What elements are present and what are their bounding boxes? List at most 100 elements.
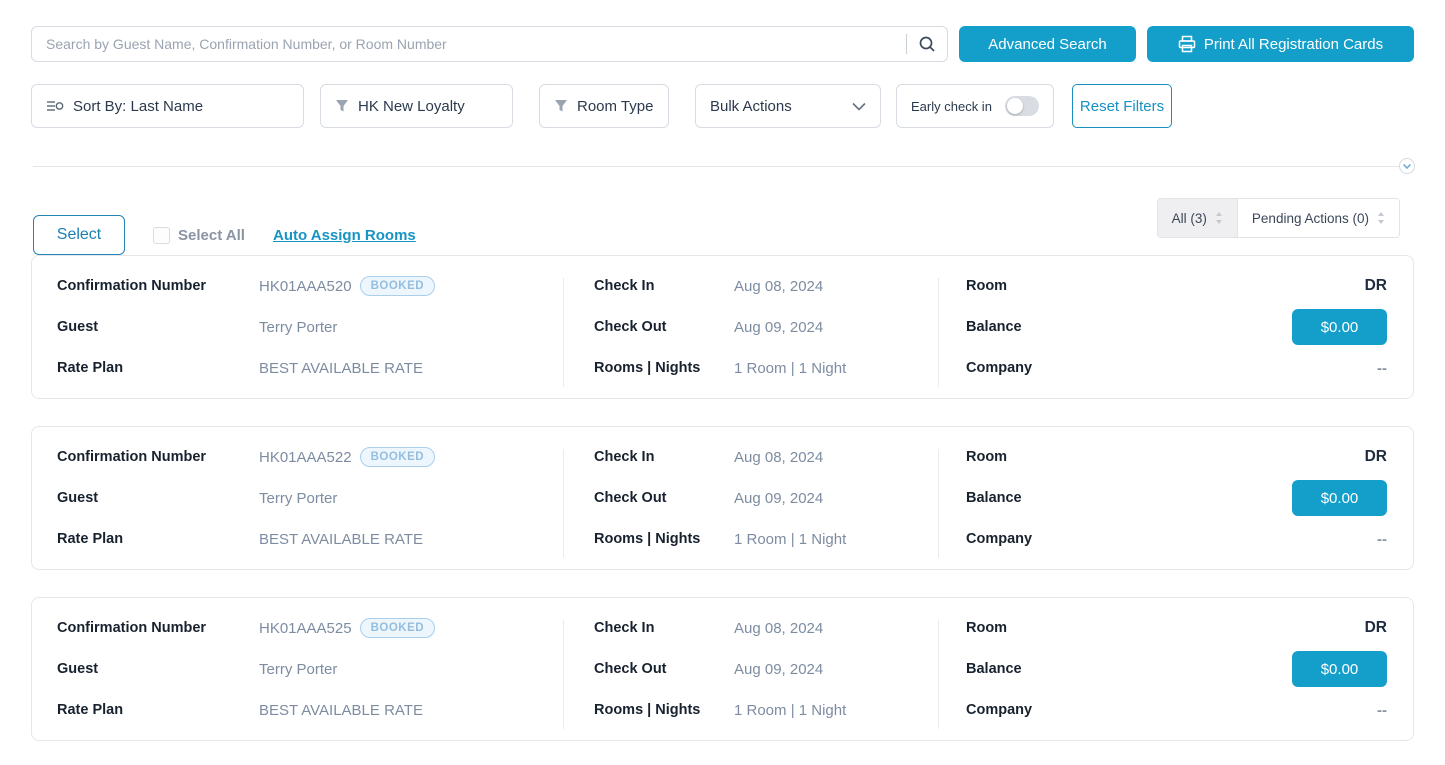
- company-value: --: [1377, 530, 1387, 548]
- rooms-nights-label: Rooms | Nights: [594, 360, 701, 376]
- funnel-icon: [335, 99, 349, 113]
- select-all-label: Select All: [178, 226, 245, 244]
- card-column-right: Room DR Balance $0.00 Company --: [939, 598, 1413, 740]
- rate-plan-value: BEST AVAILABLE RATE: [259, 359, 423, 377]
- toggle-knob: [1007, 98, 1023, 114]
- room-value: DR: [1364, 619, 1387, 636]
- search-divider: [906, 34, 907, 54]
- guest-label: Guest: [57, 319, 99, 335]
- guest-value: Terry Porter: [259, 318, 338, 336]
- top-bar: Advanced Search Print All Registration C…: [31, 0, 1414, 62]
- company-label: Company: [966, 531, 1033, 547]
- room-label: Room: [966, 620, 1008, 636]
- guest-value: Terry Porter: [259, 489, 338, 507]
- rate-plan-label: Rate Plan: [57, 531, 124, 547]
- search-input[interactable]: [46, 36, 896, 52]
- balance-label: Balance: [966, 490, 1022, 506]
- collapse-chevron-button[interactable]: [1399, 158, 1415, 174]
- chevron-down-icon: [1403, 163, 1411, 169]
- select-button[interactable]: Select: [33, 215, 125, 255]
- status-badge: BOOKED: [359, 618, 436, 638]
- check-out-value: Aug 09, 2024: [734, 660, 824, 678]
- confirmation-number-value: HK01AAA522: [259, 448, 352, 466]
- tab-group: All (3) Pending Actions (0): [1156, 198, 1400, 238]
- check-out-value: Aug 09, 2024: [734, 318, 824, 336]
- print-all-label: Print All Registration Cards: [1203, 35, 1384, 53]
- chevron-down-icon: [852, 102, 866, 111]
- hk-loyalty-filter[interactable]: HK New Loyalty: [320, 84, 513, 128]
- balance-button[interactable]: $0.00: [1292, 480, 1387, 516]
- rate-plan-label: Rate Plan: [57, 702, 124, 718]
- select-group: Select Select All Auto Assign Rooms: [33, 215, 416, 255]
- check-in-label: Check In: [594, 278, 655, 294]
- balance-button[interactable]: $0.00: [1292, 309, 1387, 345]
- early-check-in-label: Early check in: [911, 98, 992, 114]
- tab-pending-actions[interactable]: Pending Actions (0): [1237, 199, 1399, 237]
- section-divider: [31, 158, 1415, 174]
- check-out-label: Check Out: [594, 490, 667, 506]
- room-label: Room: [966, 278, 1008, 294]
- status-badge: BOOKED: [359, 447, 436, 467]
- confirmation-number-label: Confirmation Number: [57, 449, 207, 465]
- reservation-card[interactable]: Confirmation Number HK01AAA520 BOOKED Gu…: [31, 255, 1414, 399]
- card-column-left: Confirmation Number HK01AAA525 BOOKED Gu…: [32, 598, 564, 740]
- guest-value: Terry Porter: [259, 660, 338, 678]
- search-box: [31, 26, 948, 62]
- action-row: Select Select All Auto Assign Rooms All …: [31, 167, 1414, 255]
- company-value: --: [1377, 701, 1387, 719]
- sort-icon: [46, 98, 64, 114]
- check-in-label: Check In: [594, 449, 655, 465]
- reservation-card[interactable]: Confirmation Number HK01AAA525 BOOKED Gu…: [31, 597, 1414, 741]
- print-all-registration-cards-button[interactable]: Print All Registration Cards: [1147, 26, 1414, 62]
- auto-assign-rooms-link[interactable]: Auto Assign Rooms: [272, 226, 416, 244]
- check-in-value: Aug 08, 2024: [734, 277, 824, 295]
- search-icon[interactable]: [917, 34, 937, 54]
- funnel-icon: [554, 99, 568, 113]
- sort-arrows-icon: [1377, 212, 1385, 224]
- rooms-nights-value: 1 Room | 1 Night: [734, 359, 847, 377]
- rooms-nights-value: 1 Room | 1 Night: [734, 701, 847, 719]
- card-column-right: Room DR Balance $0.00 Company --: [939, 256, 1413, 398]
- card-column-right: Room DR Balance $0.00 Company --: [939, 427, 1413, 569]
- rooms-nights-value: 1 Room | 1 Night: [734, 530, 847, 548]
- reset-filters-button[interactable]: Reset Filters: [1072, 84, 1172, 128]
- early-check-in-filter: Early check in: [896, 84, 1054, 128]
- select-all-checkbox[interactable]: [153, 226, 170, 244]
- guest-label: Guest: [57, 490, 99, 506]
- filter-bar: Sort By: Last Name HK New Loyalty Room T…: [31, 84, 1414, 128]
- bulk-actions-label: Bulk Actions: [710, 97, 792, 115]
- rate-plan-value: BEST AVAILABLE RATE: [259, 701, 423, 719]
- bulk-actions-dropdown[interactable]: Bulk Actions: [695, 84, 881, 128]
- room-value: DR: [1364, 448, 1387, 465]
- check-in-value: Aug 08, 2024: [734, 448, 824, 466]
- card-column-middle: Check In Aug 08, 2024 Check Out Aug 09, …: [564, 256, 939, 398]
- check-out-label: Check Out: [594, 319, 667, 335]
- tab-all[interactable]: All (3): [1157, 199, 1238, 237]
- confirmation-number-label: Confirmation Number: [57, 278, 207, 294]
- rooms-nights-label: Rooms | Nights: [594, 531, 701, 547]
- divider-line: [33, 166, 1400, 167]
- sort-by-dropdown[interactable]: Sort By: Last Name: [31, 84, 304, 128]
- company-label: Company: [966, 360, 1033, 376]
- room-label: Room: [966, 449, 1008, 465]
- card-column-left: Confirmation Number HK01AAA520 BOOKED Gu…: [32, 256, 564, 398]
- balance-button[interactable]: $0.00: [1292, 651, 1387, 687]
- rooms-nights-label: Rooms | Nights: [594, 702, 701, 718]
- advanced-search-button[interactable]: Advanced Search: [959, 26, 1136, 62]
- company-value: --: [1377, 359, 1387, 377]
- printer-icon: [1178, 35, 1196, 53]
- reservation-card[interactable]: Confirmation Number HK01AAA522 BOOKED Gu…: [31, 426, 1414, 570]
- sort-by-label: Sort By: Last Name: [73, 97, 204, 115]
- tab-pending-actions-label: Pending Actions (0): [1251, 210, 1369, 226]
- confirmation-number-value: HK01AAA525: [259, 619, 352, 637]
- hk-loyalty-label: HK New Loyalty: [358, 97, 465, 115]
- check-out-label: Check Out: [594, 661, 667, 677]
- early-check-in-toggle[interactable]: [1005, 96, 1039, 116]
- card-column-middle: Check In Aug 08, 2024 Check Out Aug 09, …: [564, 598, 939, 740]
- room-value: DR: [1364, 277, 1387, 294]
- room-type-filter[interactable]: Room Type: [539, 84, 669, 128]
- confirmation-number-value: HK01AAA520: [259, 277, 352, 295]
- confirmation-number-label: Confirmation Number: [57, 620, 207, 636]
- balance-label: Balance: [966, 319, 1022, 335]
- guest-label: Guest: [57, 661, 99, 677]
